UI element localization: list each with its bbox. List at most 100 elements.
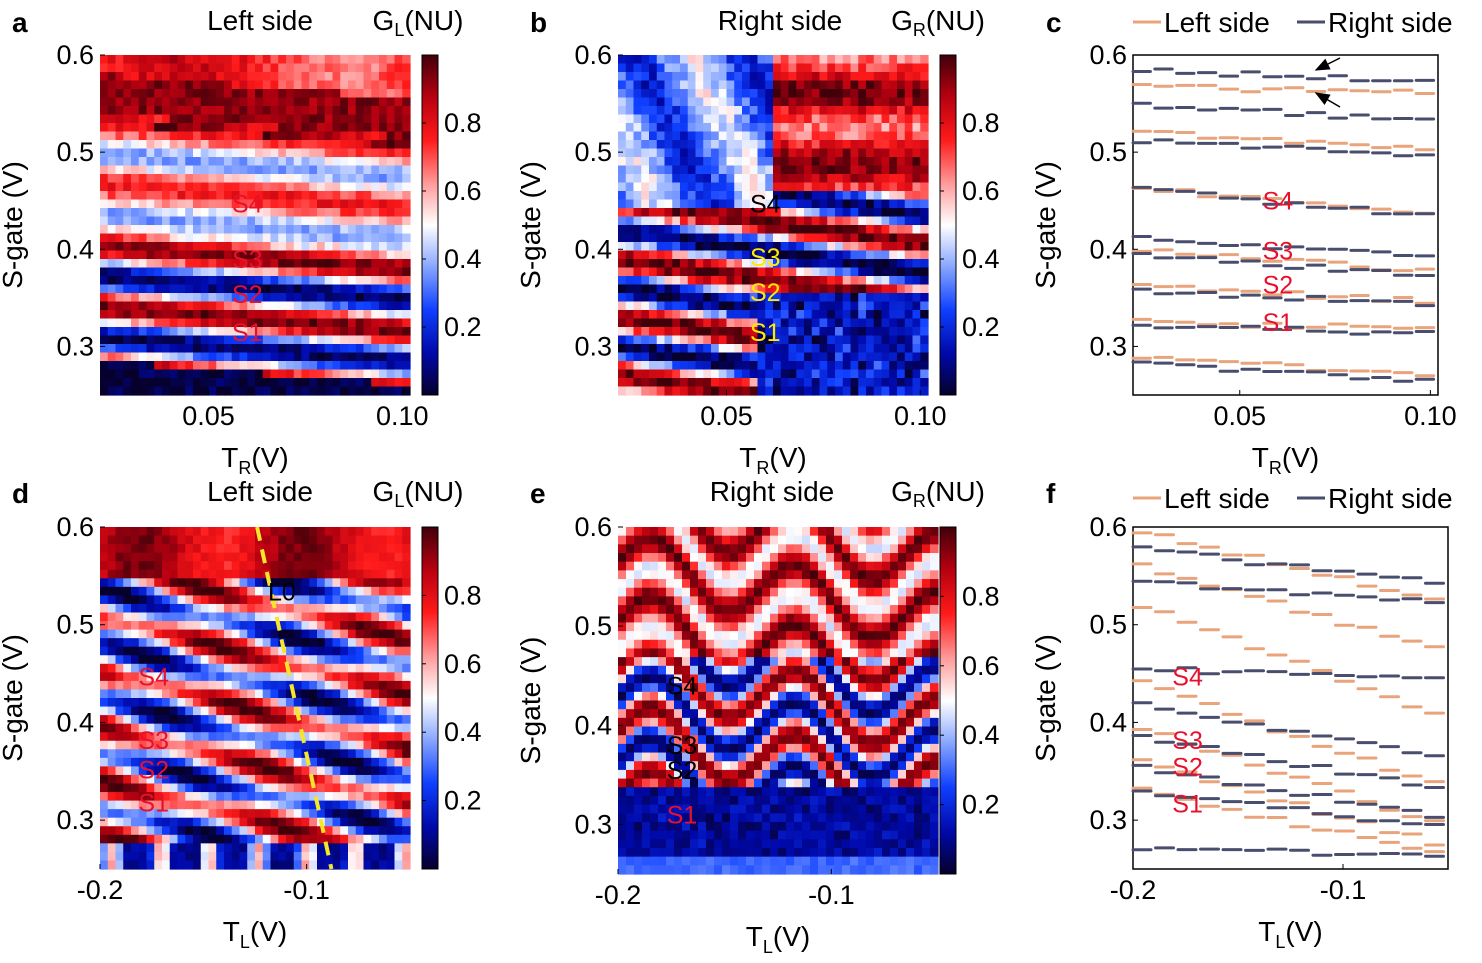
heatmap-cell bbox=[796, 284, 805, 294]
heatmap-cell bbox=[262, 561, 272, 571]
heatmap-cell bbox=[726, 352, 735, 362]
heatmap-cell bbox=[154, 63, 163, 73]
heatmap-cell bbox=[687, 182, 697, 192]
heatmap-cell bbox=[718, 259, 728, 269]
heatmap-cell bbox=[200, 569, 210, 579]
heatmap-cell bbox=[317, 860, 326, 870]
heatmap-cell bbox=[270, 335, 279, 345]
heatmap-cell bbox=[348, 621, 357, 631]
heatmap-cell bbox=[123, 148, 132, 158]
heatmap-cell bbox=[286, 80, 295, 90]
heatmap-cell bbox=[625, 242, 635, 252]
heatmap-cell bbox=[324, 369, 334, 379]
heatmap-cell bbox=[131, 561, 140, 571]
heatmap-cell bbox=[278, 698, 287, 708]
heatmap-cell bbox=[904, 335, 914, 345]
heatmap-cell bbox=[262, 63, 272, 73]
heatmap-cell bbox=[193, 148, 202, 158]
heatmap-cell bbox=[224, 123, 233, 133]
heatmap-cell bbox=[115, 140, 124, 150]
heatmap-cell bbox=[332, 561, 341, 571]
heatmap-cell bbox=[107, 783, 117, 793]
heatmap-cell bbox=[788, 242, 797, 252]
heatmap-cell bbox=[154, 72, 163, 82]
heatmap-cell bbox=[649, 293, 658, 303]
heatmap-cell bbox=[858, 301, 867, 311]
heatmap-cell bbox=[286, 174, 295, 184]
x-axis-label: TR(V) bbox=[1252, 442, 1319, 478]
heatmap-cell bbox=[216, 578, 225, 588]
heatmap-cell bbox=[920, 335, 929, 345]
heatmap-cell bbox=[819, 301, 828, 311]
heatmap-cell bbox=[773, 148, 782, 158]
heatmap-cell bbox=[633, 199, 642, 209]
heatmap-cell bbox=[866, 63, 875, 73]
heatmap-cell bbox=[687, 97, 697, 107]
heatmap-cell bbox=[293, 612, 303, 622]
heatmap-cell bbox=[115, 817, 124, 827]
heatmap-cell bbox=[402, 361, 411, 371]
heatmap-cell bbox=[757, 369, 766, 379]
heatmap-cell bbox=[278, 259, 287, 269]
heatmap-cell bbox=[765, 80, 774, 90]
heatmap-cell bbox=[912, 97, 921, 107]
heatmap-cell bbox=[332, 834, 341, 844]
heatmap-cell bbox=[193, 335, 202, 345]
heatmap-cell bbox=[850, 191, 859, 201]
heatmap-cell bbox=[247, 233, 256, 243]
heatmap-cell bbox=[765, 72, 774, 82]
heatmap-cell bbox=[239, 544, 248, 554]
heatmap-cell bbox=[718, 72, 728, 82]
heatmap-cell bbox=[757, 225, 766, 235]
heatmap-cell bbox=[866, 259, 875, 269]
heatmap-cell bbox=[742, 369, 751, 379]
heatmap-cell bbox=[804, 386, 813, 396]
heatmap-cell bbox=[131, 259, 140, 269]
heatmap-cell bbox=[649, 250, 658, 260]
heatmap-cell bbox=[131, 527, 140, 537]
heatmap-cell bbox=[138, 851, 148, 862]
heatmap-cell bbox=[804, 284, 813, 294]
heatmap-cell bbox=[850, 276, 859, 286]
heatmap-cell bbox=[162, 672, 171, 682]
heatmap-cell bbox=[286, 655, 295, 665]
heatmap-cell bbox=[889, 259, 898, 269]
heatmap-cell bbox=[897, 225, 906, 235]
heatmap-cell bbox=[788, 259, 797, 269]
heatmap-cell bbox=[873, 123, 883, 133]
heatmap-cell bbox=[107, 225, 117, 235]
heatmap-cell bbox=[811, 106, 821, 116]
heatmap-cell bbox=[200, 834, 210, 844]
heatmap-cell bbox=[718, 225, 728, 235]
heatmap-cell bbox=[711, 259, 720, 269]
heatmap-cell bbox=[711, 284, 720, 294]
heatmap-cell bbox=[224, 544, 233, 554]
heatmap-cell bbox=[788, 208, 797, 218]
heatmap-cell bbox=[200, 259, 210, 269]
heatmap-cell bbox=[371, 698, 380, 708]
heatmap-cell bbox=[193, 578, 202, 588]
heatmap-cell bbox=[193, 663, 202, 673]
heatmap-cell bbox=[247, 851, 256, 862]
heatmap-cell bbox=[718, 216, 728, 226]
heatmap-cell bbox=[255, 318, 264, 328]
heatmap-cell bbox=[317, 293, 326, 303]
heatmap-cell bbox=[742, 284, 751, 294]
heatmap-cell bbox=[819, 259, 828, 269]
heatmap-cell bbox=[293, 552, 303, 562]
heatmap-cell bbox=[656, 72, 666, 82]
heatmap-cell bbox=[649, 199, 658, 209]
heatmap-cell bbox=[765, 165, 774, 175]
heatmap-cell bbox=[255, 344, 264, 354]
heatmap-cell bbox=[138, 715, 148, 725]
heatmap-cell bbox=[247, 757, 256, 767]
heatmap-cell bbox=[788, 72, 797, 82]
heatmap-cell bbox=[216, 259, 225, 269]
heatmap-cell bbox=[208, 191, 217, 201]
heatmap-cell bbox=[904, 233, 914, 243]
heatmap-cell bbox=[169, 386, 179, 396]
heatmap-cell bbox=[255, 208, 264, 218]
heatmap-cell bbox=[255, 378, 264, 388]
heatmap-cell bbox=[138, 561, 148, 571]
heatmap-cell bbox=[873, 233, 883, 243]
